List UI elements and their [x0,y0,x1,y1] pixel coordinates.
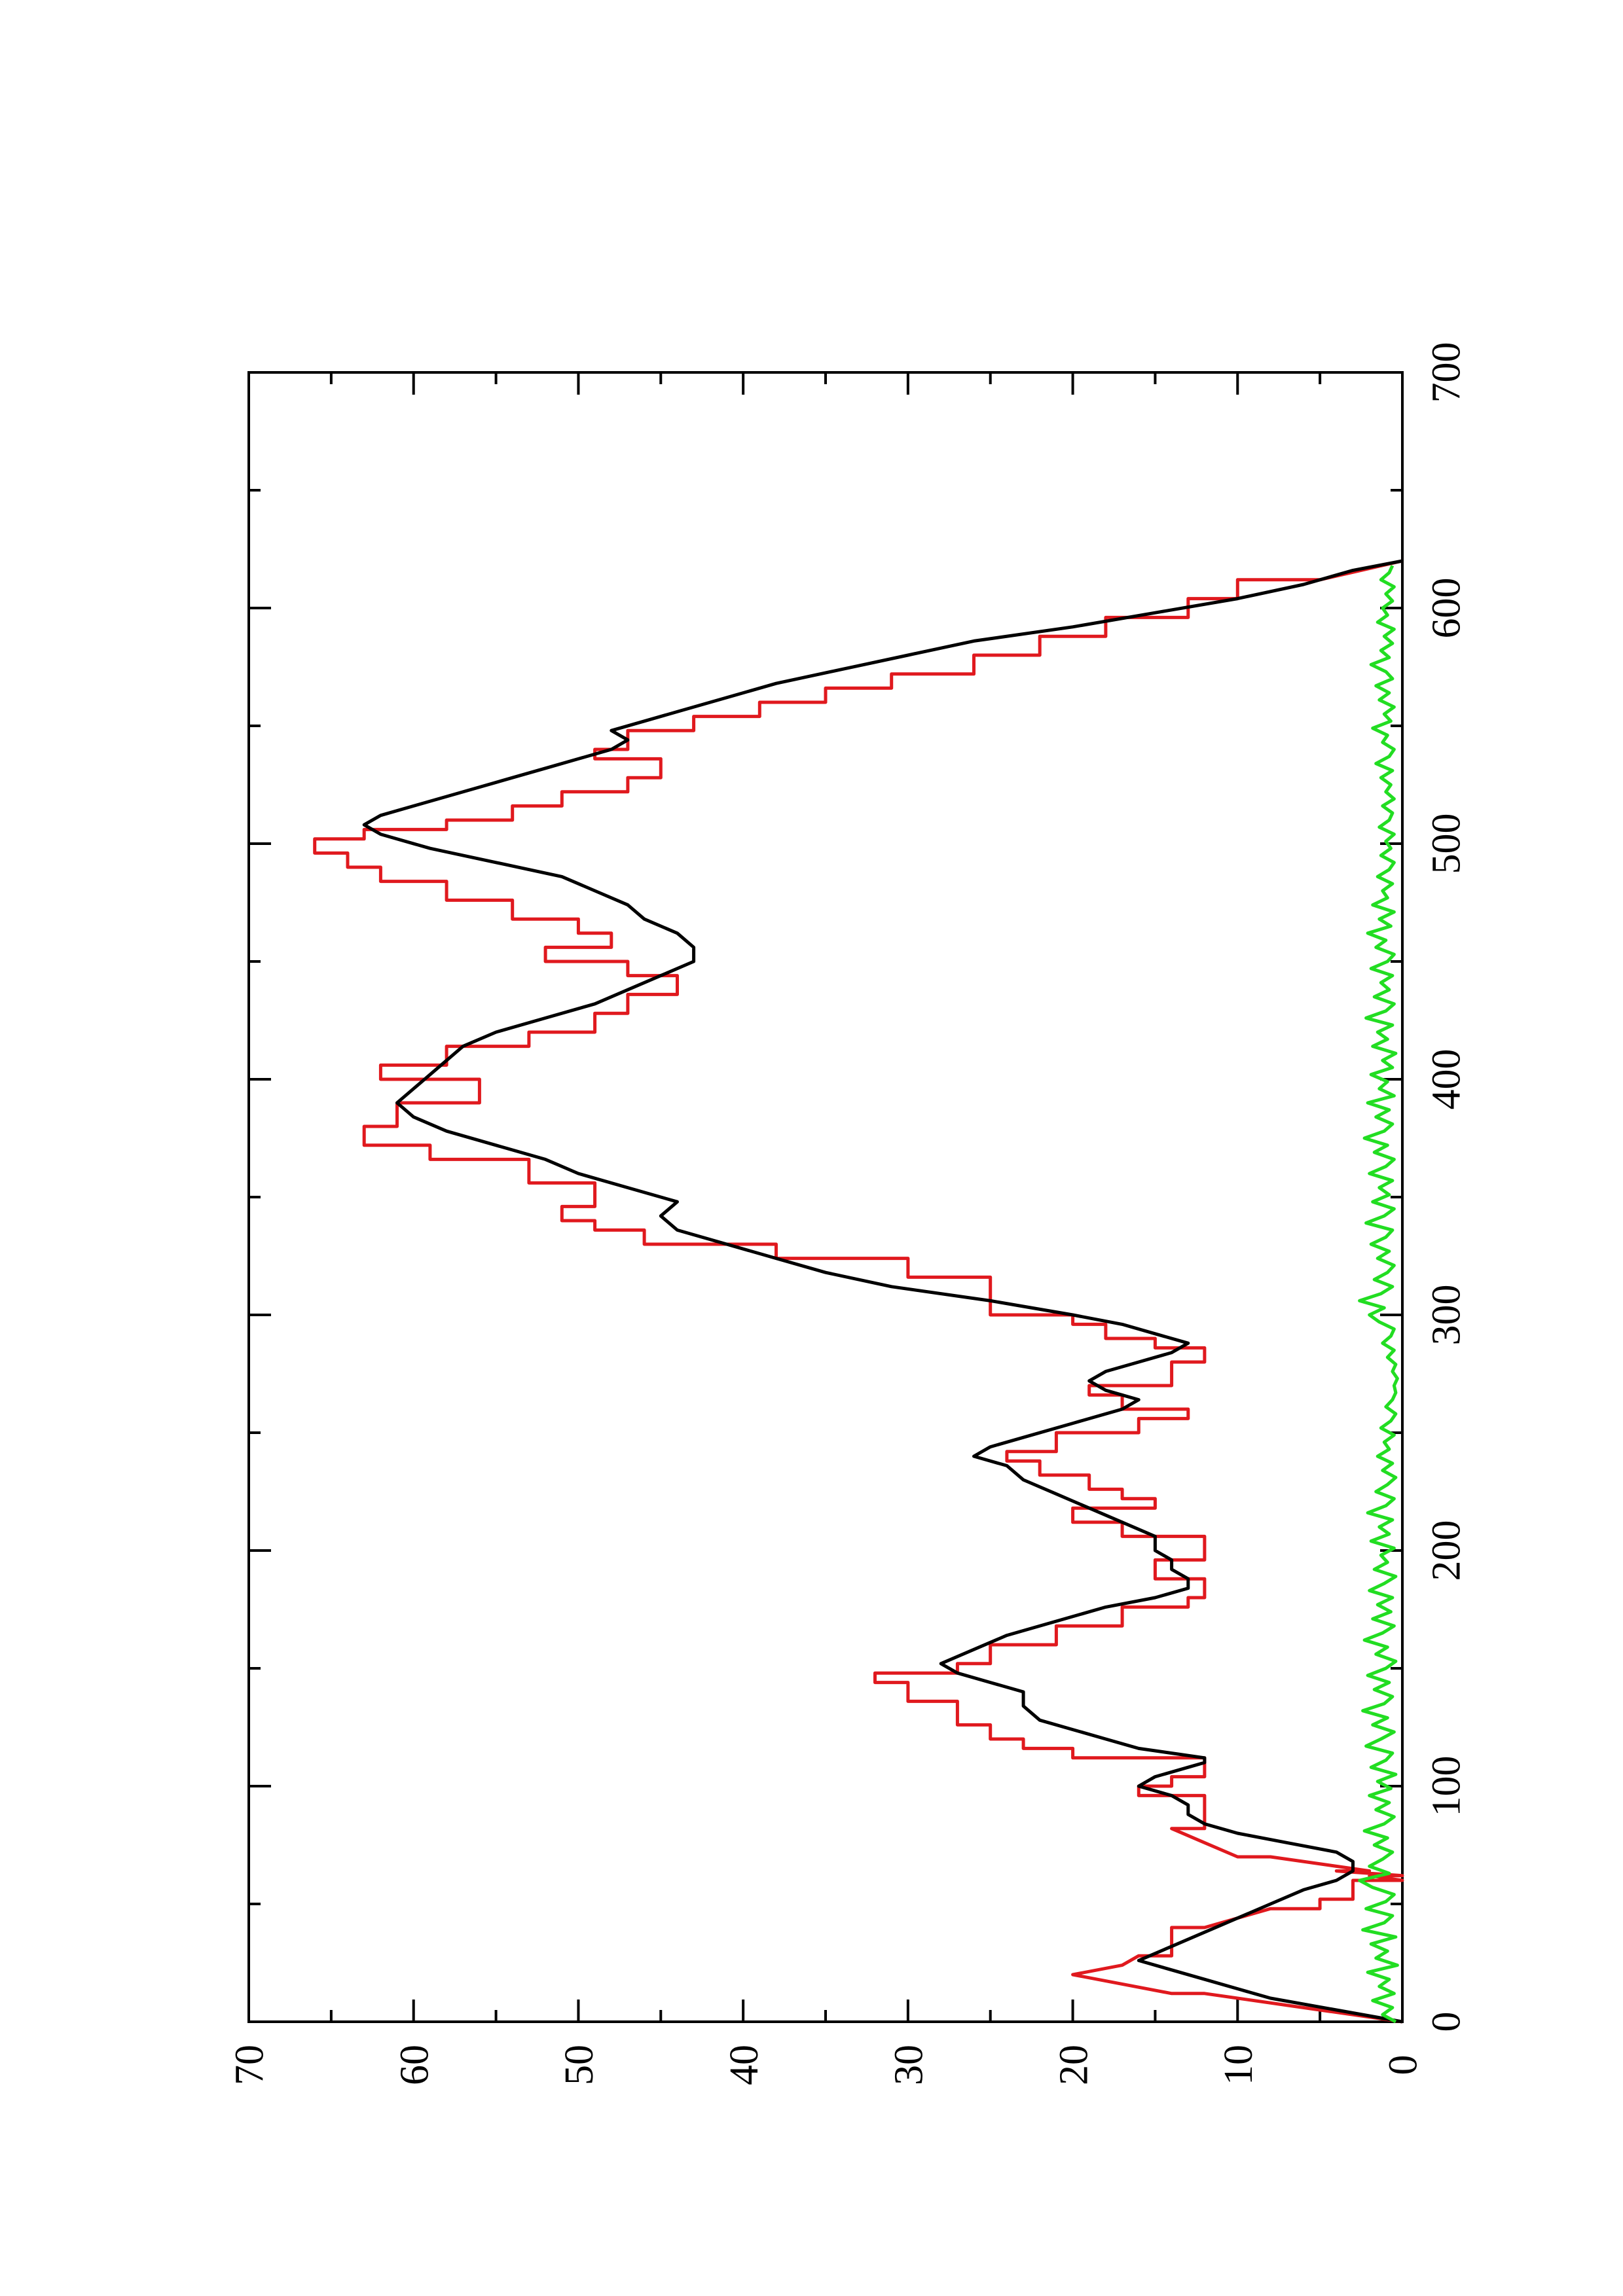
y-tick-label: 50 [557,2045,602,2085]
x-tick-label: 0 [1425,2012,1469,2032]
y-tick-label: 70 [228,2045,272,2085]
plot-frame [247,371,1404,2023]
series-layer [313,559,1404,2024]
y-tick-label: 30 [887,2045,932,2085]
x-tick-label: 300 [1425,1285,1469,1346]
green-series-line [1358,565,1399,2024]
x-tick-label: 600 [1425,578,1469,639]
black-series-line [362,559,1403,2024]
y-tick-labels: 0 10 20 30 40 50 60 70 [228,2045,1426,2085]
major-ticks [247,371,1404,2023]
minor-ticks [249,372,1402,2022]
y-tick-label: 20 [1051,2045,1096,2085]
y-tick-label: 0 [1381,2055,1426,2075]
x-tick-labels: 0 100 200 300 400 500 600 700 [1425,342,1469,2032]
x-tick-label: 500 [1425,814,1469,874]
y-tick-label: 10 [1216,2045,1261,2085]
y-tick-label: 60 [392,2045,437,2085]
x-tick-label: 700 [1425,342,1469,403]
x-tick-label: 400 [1425,1049,1469,1110]
x-tick-label: 200 [1425,1520,1469,1581]
x-tick-label: 100 [1425,1756,1469,1817]
red-series-line [313,559,1404,2024]
y-tick-label: 40 [722,2045,767,2085]
